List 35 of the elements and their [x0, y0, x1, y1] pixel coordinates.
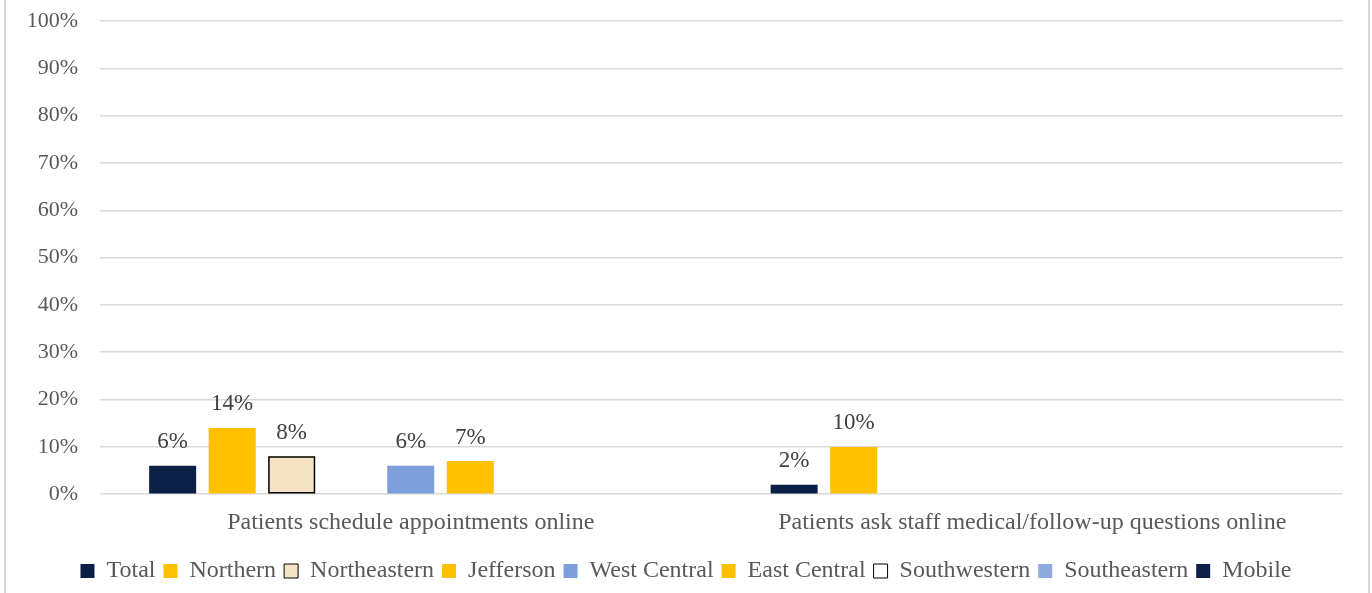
y-tick-label: 70%	[37, 148, 78, 174]
data-label: 8%	[276, 418, 308, 444]
legend-label: Southwestern	[899, 556, 1031, 583]
bar	[830, 446, 878, 494]
legend-label: Jefferson	[468, 556, 556, 583]
legend-label: Southeastern	[1064, 556, 1189, 583]
y-tick-label: 50%	[37, 243, 78, 269]
data-label: 10%	[832, 409, 875, 435]
data-label: 6%	[395, 428, 427, 454]
y-tick-label: 80%	[37, 101, 78, 127]
y-tick-label: 10%	[37, 432, 78, 458]
bar	[446, 461, 494, 494]
y-tick-label: 60%	[37, 196, 78, 222]
legend-label: Northeastern	[310, 556, 435, 583]
y-tick-label: 0%	[48, 479, 78, 505]
x-tick-label: Patients schedule appointments online	[227, 507, 595, 534]
legend-label: West Central	[589, 556, 714, 583]
y-tick-label: 30%	[37, 338, 78, 364]
legend-label: Northern	[189, 556, 277, 583]
legend-label: East Central	[747, 556, 866, 583]
bar	[208, 427, 256, 494]
legend-label: Mobile	[1222, 556, 1292, 583]
x-tick-label: Patients ask staff medical/follow-up questions online	[778, 507, 1287, 534]
bar	[770, 484, 818, 494]
data-label: 2%	[778, 447, 810, 473]
y-tick-label: 90%	[37, 54, 78, 80]
y-tick-label: 40%	[37, 290, 78, 316]
y-tick-label: 20%	[37, 385, 78, 411]
y-tick-label: 100%	[26, 6, 78, 32]
legend-label: Total	[106, 556, 156, 583]
data-label: 6%	[157, 428, 188, 454]
data-label: 7%	[454, 423, 486, 449]
data-label: 14%	[211, 390, 254, 416]
bar	[387, 465, 435, 494]
bar	[149, 465, 197, 494]
